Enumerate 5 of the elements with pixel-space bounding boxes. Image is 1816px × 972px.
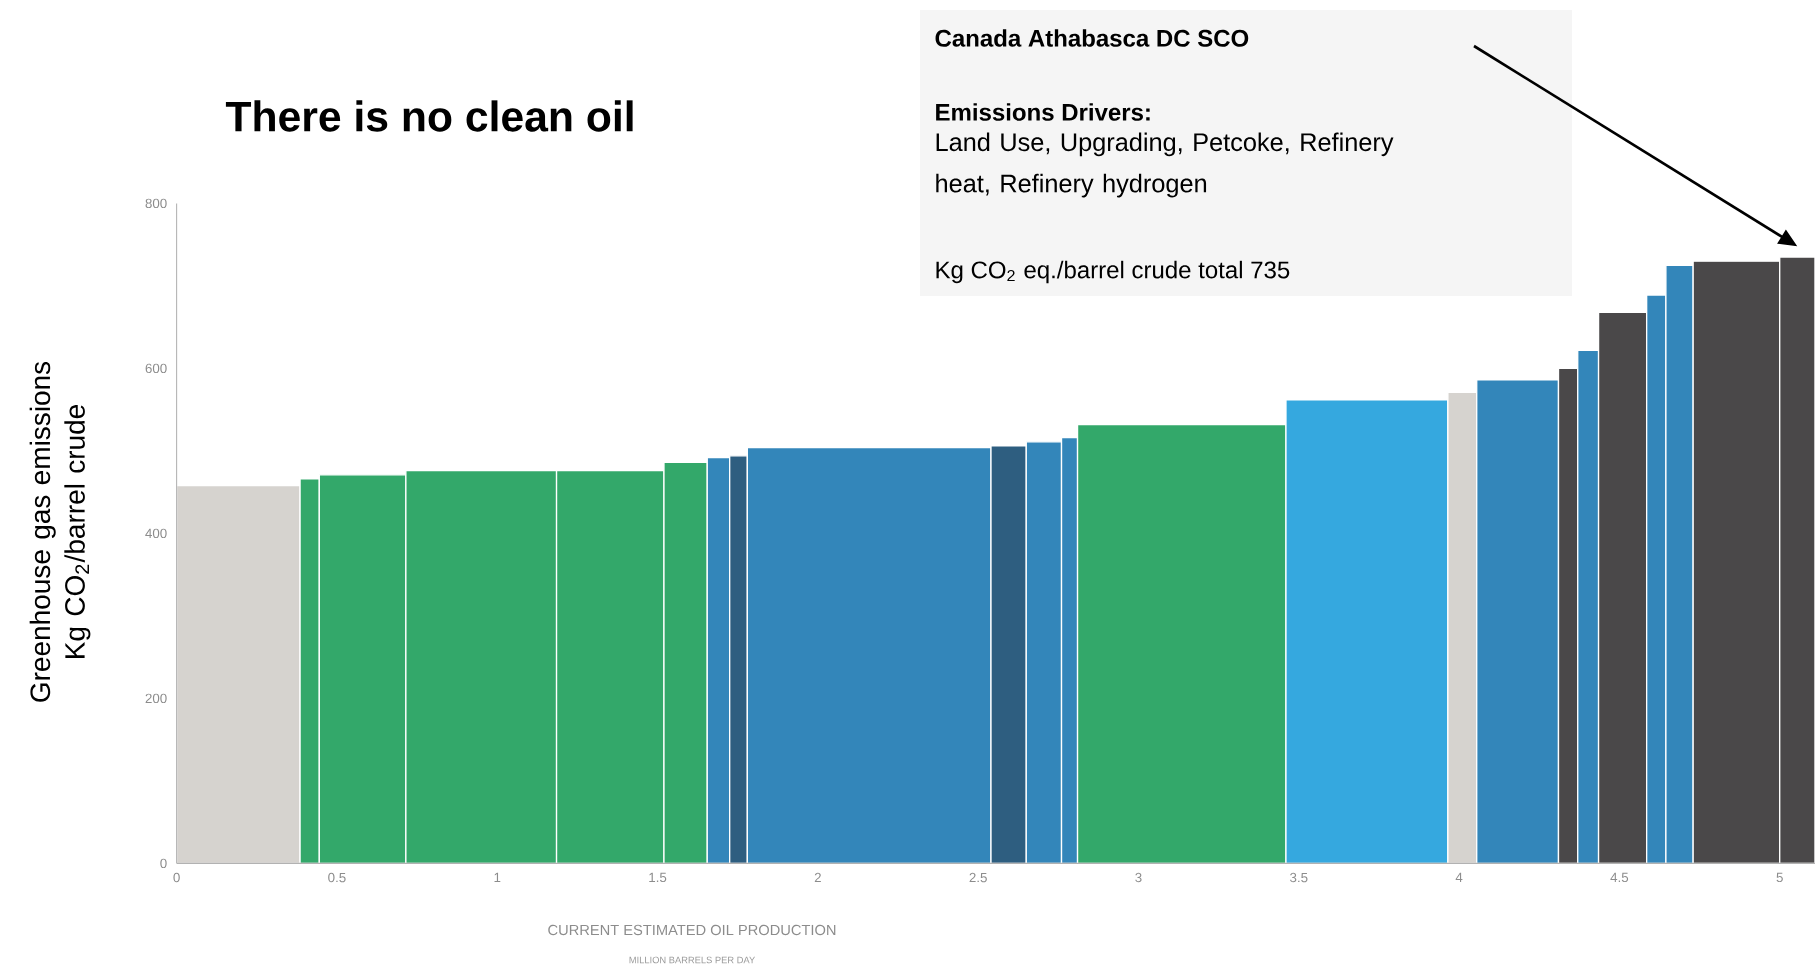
annotation: Kg CO$_{2}$ eq./barrel crude total 735	[936, 260, 1290, 284]
chart-title: There is no clean oil	[225, 100, 633, 132]
text: Emissions Drivers:	[936, 103, 1150, 121]
text: Land Use, Upgrading, Petcoke, Refinery heat, Refinery hydrogen	[936, 132, 1394, 198]
text: Canada Athabasca DC SCO	[935, 29, 1249, 47]
